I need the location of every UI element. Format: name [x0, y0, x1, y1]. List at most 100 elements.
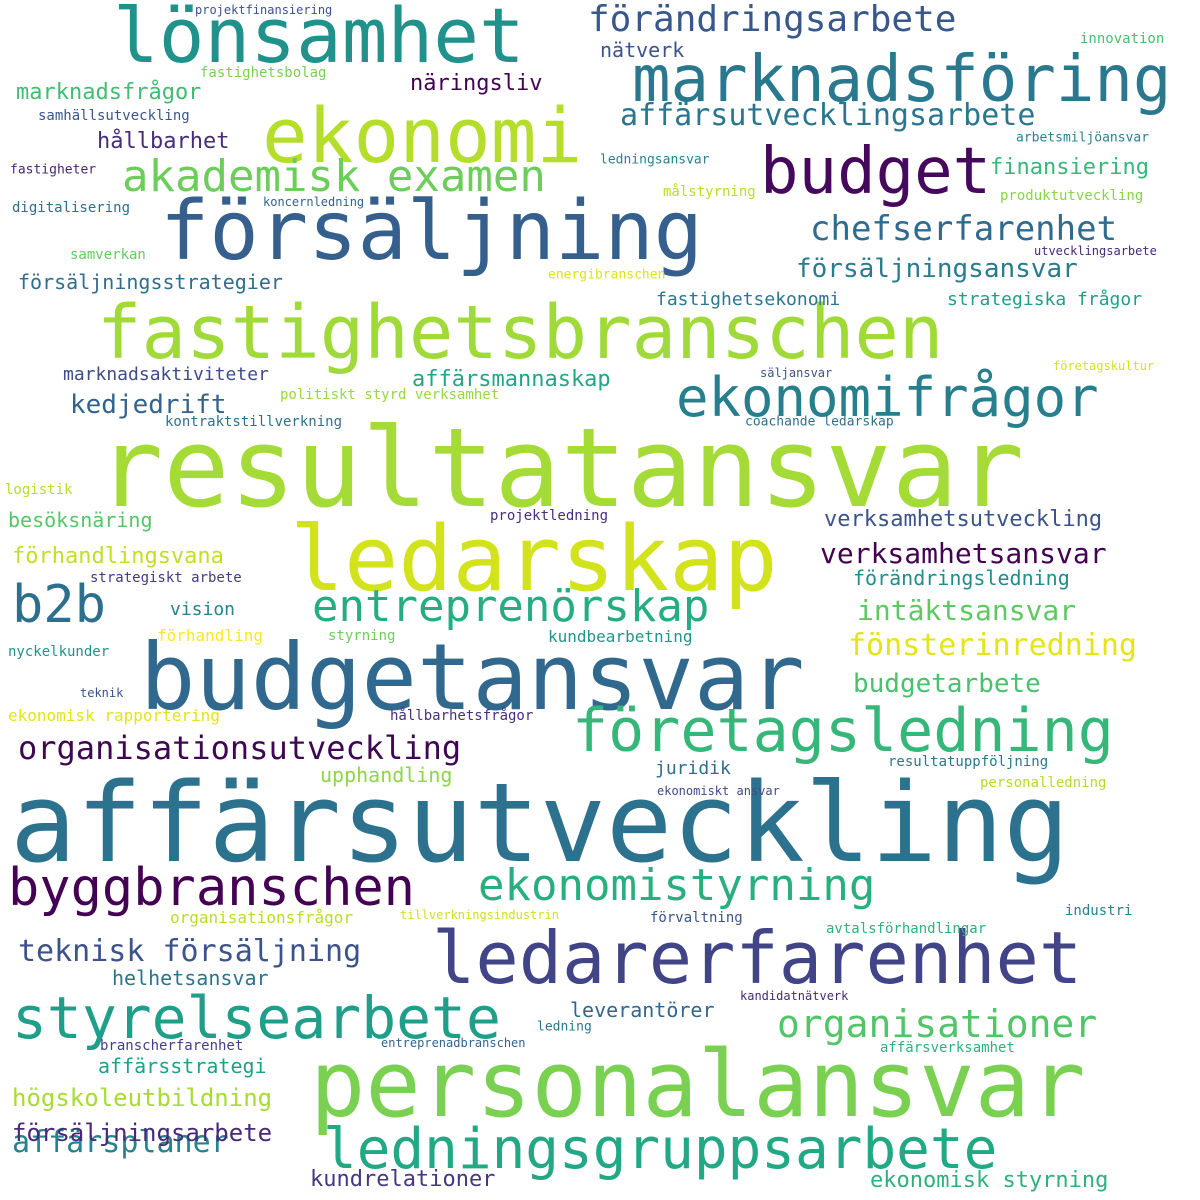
word: produktutveckling	[1000, 188, 1144, 204]
word: b2b	[12, 575, 106, 635]
word: målstyrning	[663, 184, 756, 200]
word: strategiska frågor	[947, 289, 1143, 310]
word: resultatuppföljning	[888, 754, 1049, 770]
word: marknadsaktiviteter	[63, 364, 269, 385]
word: resultatansvar	[97, 404, 1025, 532]
word: ledarskap	[290, 507, 778, 612]
word: försäljning	[160, 184, 704, 279]
word: hållbarhet	[97, 129, 230, 154]
word: logistik	[5, 482, 73, 498]
word: industri	[1065, 903, 1133, 919]
word: ekonomisk styrning	[870, 1168, 1109, 1193]
word: fönsterinredning	[848, 628, 1137, 663]
word: innovation	[1080, 31, 1165, 47]
word: teknisk försäljning	[18, 934, 362, 969]
word: förändringsledning	[853, 566, 1070, 590]
word: förhandlingsvana	[12, 544, 224, 569]
word: ledarerfarenhet	[432, 916, 1083, 1000]
word: ekonomi	[262, 91, 583, 180]
word: företagskultur	[1053, 359, 1155, 373]
word: ledningsgruppsarbete	[323, 1117, 998, 1182]
word: entreprenörskap	[312, 581, 710, 632]
word: teknik	[80, 686, 124, 700]
word: juridik	[655, 758, 731, 779]
word: affärsutveckling	[10, 759, 1070, 887]
word: nyckelkunder	[8, 644, 110, 660]
word: vision	[170, 599, 236, 620]
word: chefserfarenhet	[810, 209, 1118, 249]
word: arbetsmiljöansvar	[1016, 130, 1150, 146]
word: förändringsarbete	[588, 0, 957, 40]
word: försäljningsarbete	[12, 1119, 273, 1147]
word: koncernledning	[263, 195, 365, 209]
word: coachande ledarskap	[745, 414, 894, 430]
word: intäktsansvar	[857, 594, 1077, 627]
word: ekonomistyrning	[478, 860, 876, 911]
word: organisationer	[777, 1002, 1098, 1046]
word: försäljningsansvar	[796, 254, 1078, 284]
word: styrelsearbete	[12, 984, 501, 1052]
word: budget	[760, 135, 992, 209]
word: helhetsansvar	[112, 966, 269, 990]
word: ekonomifrågor	[676, 366, 1099, 429]
word: branscherfarenhet	[100, 1038, 244, 1054]
word: projektfinansiering	[195, 3, 333, 17]
word: entreprenadbranschen	[381, 1036, 526, 1050]
word: besöksnäring	[8, 508, 153, 532]
word: samverkan	[70, 247, 146, 263]
word: utvecklingsarbete	[1034, 244, 1157, 258]
word: affärsutvecklingsarbete	[620, 98, 1036, 133]
word: samhällsutveckling	[38, 108, 190, 124]
word: ekonomiskt ansvar	[657, 784, 780, 798]
word: säljansvar	[760, 366, 833, 380]
word: personalledning	[980, 775, 1107, 791]
word: förvaltning	[650, 910, 743, 926]
word: kontraktstillverkning	[165, 414, 343, 430]
word: kundrelationer	[310, 1167, 496, 1192]
word: kundbearbetning	[548, 627, 693, 646]
word: företagsledning	[572, 696, 1114, 766]
word: avtalsförhandlingar	[826, 921, 987, 937]
word: verksamhetsansvar	[820, 537, 1107, 570]
word: byggbranschen	[8, 858, 415, 918]
word: budgetansvar	[140, 624, 805, 731]
word: energibranschen	[548, 267, 666, 283]
word: förhandling	[157, 626, 263, 645]
word: organisationsfrågor	[170, 908, 354, 927]
word: strategiskt arbete	[90, 570, 242, 586]
word: ledningsansvar	[600, 152, 710, 168]
word: kedjedrift	[70, 390, 227, 420]
word: näringsliv	[410, 71, 543, 96]
word: högskoleutbildning	[12, 1084, 273, 1112]
word: affärsplaner	[12, 1125, 229, 1160]
word: personalansvar	[310, 1031, 1086, 1138]
word: affärsstrategi	[98, 1054, 267, 1078]
word: ekonomisk rapportering	[8, 706, 220, 725]
word: digitalisering	[12, 200, 131, 216]
word: fastigheter	[10, 162, 97, 178]
word: fastighetsekonomi	[656, 289, 841, 310]
word: organisationsutveckling	[18, 729, 462, 767]
word: fastighetsbolag	[200, 65, 327, 81]
word: projektledning	[490, 508, 609, 524]
word: verksamhetsutveckling	[824, 507, 1103, 532]
word: tillverkningsindustrin	[400, 908, 559, 922]
word: nätverk	[600, 38, 685, 62]
word: kandidatnätverk	[740, 989, 849, 1003]
word: ledning	[537, 1019, 592, 1035]
word: budgetarbete	[853, 669, 1041, 699]
word: hållbarhetsfrågor	[390, 708, 534, 724]
word: finansiering	[990, 155, 1149, 180]
word: marknadsfrågor	[16, 80, 202, 105]
word: marknadsföring	[632, 43, 1172, 117]
word: affärsverksamhet	[880, 1040, 1015, 1056]
word: styrning	[328, 628, 396, 644]
word: fastighetsbranschen	[97, 290, 944, 376]
word: försäljningsstrategier	[18, 270, 283, 294]
word: akademisk examen	[122, 151, 546, 202]
word: lönsamhet	[113, 0, 525, 80]
word: upphandling	[320, 763, 453, 787]
word: politiskt styrd verksamhet	[280, 387, 500, 403]
word: affärsmannaskap	[412, 367, 611, 392]
